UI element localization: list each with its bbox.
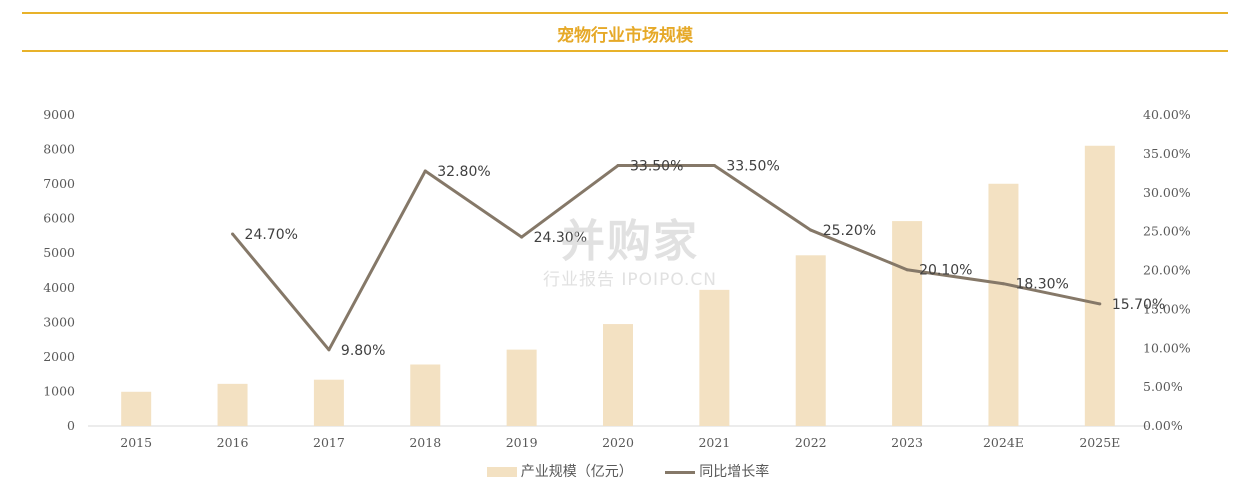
x-tick-label: 2015: [120, 435, 152, 450]
chart-title-band: 宠物行业市场规模: [22, 12, 1228, 52]
growth-rate-label: 24.30%: [534, 230, 587, 246]
growth-rate-line: [231, 164, 1101, 352]
growth-rate-label: 33.50%: [726, 159, 779, 175]
y-right-tick-label: 25.00%: [1143, 224, 1191, 239]
bar: [603, 324, 633, 426]
y-left-tick-label: 3000: [43, 314, 75, 329]
x-tick-label: 2022: [795, 435, 827, 450]
bar: [506, 349, 537, 426]
y-right-tick-label: 5.00%: [1143, 379, 1183, 394]
y-left-tick-label: 7000: [43, 176, 75, 191]
bar: [410, 364, 441, 426]
x-tick-label: 2020: [602, 435, 634, 450]
bar: [121, 391, 152, 426]
bar: [217, 383, 248, 426]
y-right-tick-label: 35.00%: [1143, 146, 1191, 161]
bar: [313, 379, 344, 426]
y-right-tick-label: 0.00%: [1143, 418, 1183, 433]
chart-legend: 产业规模（亿元） 同比增长率: [0, 461, 1256, 481]
growth-rate-point: [231, 232, 235, 236]
x-tick-label: 2016: [217, 435, 249, 450]
bar: [892, 221, 923, 426]
x-tick-label: 2025E: [1079, 435, 1120, 450]
legend-label-line: 同比增长率: [699, 464, 770, 480]
bar: [795, 255, 826, 426]
growth-rate-point: [616, 164, 620, 168]
bar: [1084, 145, 1115, 426]
y-right-tick-label: 15.00%: [1143, 301, 1191, 316]
y-left-tick-label: 9000: [43, 107, 75, 122]
x-tick-label: 2018: [409, 435, 441, 450]
growth-rate-point: [520, 235, 524, 239]
growth-rate-label: 32.80%: [437, 164, 490, 180]
x-tick-label: 2024E: [983, 435, 1024, 450]
growth-rate-label: 25.20%: [823, 223, 876, 239]
x-tick-label: 2019: [506, 435, 538, 450]
y-left-tick-label: 5000: [43, 245, 75, 260]
y-right-tick-label: 20.00%: [1143, 263, 1191, 278]
growth-rate-label: 20.10%: [919, 263, 972, 279]
growth-rate-point: [809, 228, 813, 232]
growth-rate-point: [1001, 282, 1005, 286]
y-right-tick-label: 10.00%: [1143, 340, 1191, 355]
growth-rate-label: 24.70%: [245, 227, 298, 243]
growth-rate-point: [423, 169, 427, 173]
growth-rate-point: [712, 164, 716, 168]
y-right-tick-label: 30.00%: [1143, 185, 1191, 200]
x-tick-label: 2021: [698, 435, 730, 450]
y-right-tick-label: 40.00%: [1143, 107, 1191, 122]
x-tick-label: 2023: [891, 435, 923, 450]
growth-rate-point: [327, 348, 331, 352]
growth-rate-label: 18.30%: [1015, 277, 1068, 293]
bar: [699, 289, 730, 426]
y-left-tick-label: 4000: [43, 280, 75, 295]
growth-rate-label: 33.50%: [630, 159, 683, 175]
legend-swatch-bar: [486, 467, 517, 477]
growth-rate-label: 15.70%: [1112, 297, 1165, 313]
y-left-tick-label: 8000: [43, 142, 75, 157]
legend-swatch-line: [665, 470, 696, 474]
bar: [988, 183, 1019, 426]
legend-item-line: 同比增长率: [665, 461, 769, 481]
y-left-tick-label: 1000: [43, 383, 75, 398]
x-tick-label: 2017: [313, 435, 345, 450]
legend-item-bar: 产业规模（亿元）: [486, 461, 633, 481]
y-left-tick-label: 0: [67, 418, 75, 433]
growth-rate-point: [1098, 302, 1102, 306]
growth-rate-point: [905, 268, 909, 272]
y-left-tick-label: 6000: [43, 211, 75, 226]
y-left-tick-label: 2000: [43, 349, 75, 364]
growth-rate-label: 9.80%: [341, 343, 385, 359]
legend-label-bar: 产业规模（亿元）: [520, 464, 633, 480]
chart-title: 宠物行业市场规模: [557, 26, 693, 46]
